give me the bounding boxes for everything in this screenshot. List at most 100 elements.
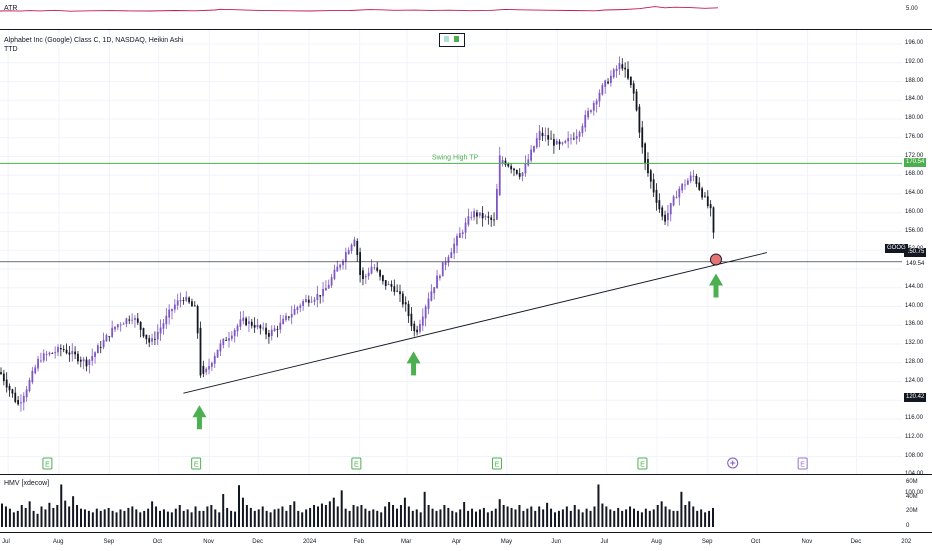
candle-body <box>239 319 242 327</box>
volume-bar <box>451 510 454 527</box>
candle-body <box>364 275 367 278</box>
candle-body <box>316 293 319 300</box>
candle-body <box>701 188 703 198</box>
volume-bar <box>415 509 418 527</box>
candle-body <box>476 212 478 217</box>
candle-body <box>533 146 535 152</box>
swing-high-price-badge: 170.54 <box>904 158 927 168</box>
time-axis-label: 2024 <box>302 539 317 545</box>
volume-bar <box>12 512 15 527</box>
volume-bar <box>80 508 82 527</box>
volume-bar <box>542 509 545 527</box>
candle-body <box>359 252 361 275</box>
collapse-toggle[interactable] <box>439 33 465 47</box>
volume-bar <box>123 510 126 527</box>
volume-bar <box>692 506 695 527</box>
candle-body <box>704 195 706 197</box>
atr-pane: ATR <box>0 0 902 30</box>
candle-body <box>564 140 567 143</box>
time-axis-label: Sep <box>103 539 115 545</box>
candle-body <box>689 175 692 182</box>
candle-body <box>567 138 570 142</box>
candle-body <box>410 313 413 327</box>
candle-body <box>669 203 672 215</box>
volume-bar <box>218 512 221 527</box>
candle-body <box>310 301 313 303</box>
candle-body <box>236 325 239 332</box>
candle-body <box>199 327 202 376</box>
volume-bar <box>546 502 549 527</box>
candle-body <box>193 305 196 307</box>
candle-body <box>627 69 629 79</box>
volume-bar <box>44 509 47 527</box>
candle-body <box>510 165 513 170</box>
volume-bar <box>447 507 450 527</box>
candle-body <box>282 318 285 324</box>
time-axis: Jul Aug Sep Oct Nov Dec 2024 Feb Mar Apr May Jun Jul… <box>0 532 932 551</box>
volume-bar <box>32 510 35 527</box>
candle-body <box>635 91 638 111</box>
candle-body <box>658 200 661 210</box>
volume-bar <box>463 502 466 527</box>
candle-body <box>119 324 122 326</box>
volume-bar <box>704 512 707 527</box>
candle-body <box>490 217 493 220</box>
candle-body <box>493 219 495 221</box>
volume-bar <box>439 509 442 527</box>
candle-body <box>347 250 350 255</box>
volume-bar <box>684 505 687 527</box>
candle-body <box>71 350 74 355</box>
volume-bar <box>60 484 63 527</box>
volume-bar <box>273 509 276 527</box>
candle-body <box>344 252 347 262</box>
candle-body <box>313 299 316 302</box>
volume-bar <box>159 510 161 527</box>
candle-body <box>362 270 364 280</box>
volume-bar <box>660 501 663 527</box>
volume-bar <box>285 510 288 527</box>
candle-body <box>416 329 418 333</box>
candle-body <box>305 299 307 302</box>
time-axis-label: Aug <box>651 539 662 545</box>
volume-bar <box>443 505 446 527</box>
candle-body <box>256 324 259 328</box>
candle-body <box>598 92 601 102</box>
volume-bar <box>198 510 201 527</box>
candle-body <box>342 260 344 266</box>
volume-bar <box>119 509 122 527</box>
earnings-marker-box <box>491 457 502 470</box>
candle-body <box>299 305 302 308</box>
candle-body <box>333 269 336 279</box>
candle-body <box>139 321 142 330</box>
volume-bar <box>392 505 395 527</box>
volume-bar <box>605 506 608 527</box>
candle-body <box>430 291 433 301</box>
volume-bar <box>83 509 86 527</box>
candle-body <box>285 315 287 320</box>
volume-bar <box>166 511 169 527</box>
candle-body <box>439 275 441 279</box>
volume-bar <box>178 505 181 527</box>
price-axis-label: 172.00 <box>905 152 924 159</box>
time-axis-label: 202 <box>901 539 912 545</box>
volume-bar <box>344 508 347 527</box>
candle-body <box>88 359 91 366</box>
volume-bar <box>617 507 620 527</box>
candle-body <box>373 267 376 269</box>
volume-bar <box>585 508 588 527</box>
volume-bar <box>8 508 11 527</box>
earnings-marker-box <box>42 457 53 470</box>
volume-bar <box>423 491 426 527</box>
volume-bar <box>478 509 481 527</box>
volume-bar <box>494 508 497 527</box>
volume-axis-label: 60M <box>906 479 918 485</box>
price-axis-label: 192.00 <box>905 58 924 65</box>
candle-body <box>273 328 276 332</box>
volume-bar <box>411 510 414 527</box>
volume-bar <box>664 506 667 527</box>
volume-bar <box>297 510 300 527</box>
volume-bar <box>328 501 331 527</box>
volume-bar <box>640 512 643 527</box>
volume-bar <box>399 505 402 527</box>
volume-bar <box>348 510 351 527</box>
